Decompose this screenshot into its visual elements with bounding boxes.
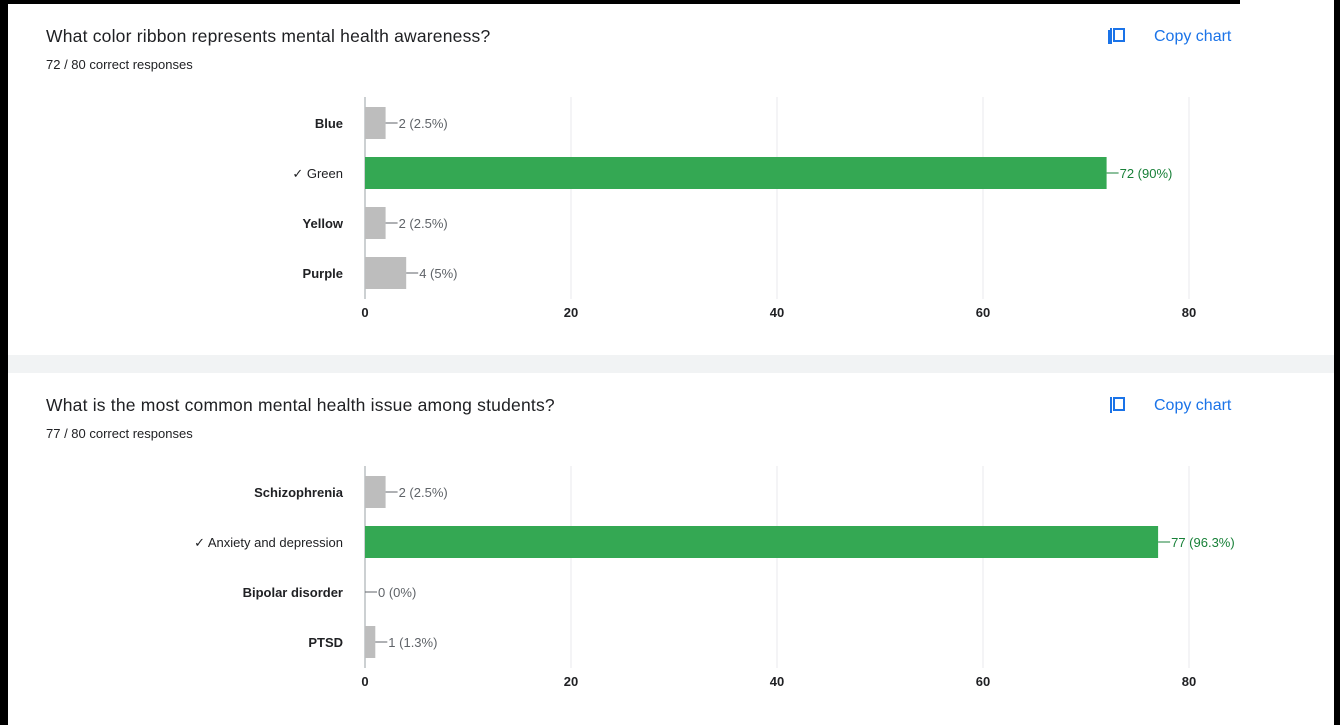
copy-chart-button[interactable]: Copy chart	[1106, 22, 1231, 52]
bar-correct[interactable]	[365, 526, 1159, 558]
correct-responses-count: 72 / 80 correct responses	[46, 57, 193, 72]
x-tick-label: 60	[976, 305, 990, 320]
copy-chart-button[interactable]: Copy chart	[1106, 391, 1231, 421]
x-tick-label: 20	[564, 305, 578, 320]
question-card-1: What color ribbon represents mental heal…	[8, 4, 1334, 355]
x-tick-label: 80	[1182, 305, 1196, 320]
x-tick-label: 0	[361, 305, 368, 320]
data-label: 0 (0%)	[378, 585, 416, 600]
data-label: 2 (2.5%)	[399, 485, 448, 500]
data-label: 72 (90%)	[1120, 166, 1173, 181]
card-separator	[8, 355, 1334, 373]
frame-right-border	[1334, 0, 1340, 725]
bar-correct[interactable]	[365, 157, 1107, 189]
bar[interactable]	[365, 476, 386, 508]
copy-icon	[1108, 28, 1125, 44]
x-tick-label: 20	[564, 674, 578, 689]
category-label: ✓ Anxiety and depression	[194, 535, 343, 550]
bar-chart: 0 20 40 60 80 Blue 2 (2.5%) ✓ Green 72 (90%) Yell…	[292, 97, 1196, 320]
x-tick-label: 60	[976, 674, 990, 689]
category-label: Bipolar disorder	[243, 585, 343, 600]
frame-left-border	[0, 0, 8, 725]
copy-icon	[1110, 397, 1125, 413]
bar-chart: 0 20 40 60 80 Schizophrenia 2 (2.5%) ✓ Anxiety …	[194, 466, 1235, 689]
category-label: Yellow	[303, 216, 344, 231]
question-title: What color ribbon represents mental heal…	[46, 26, 491, 46]
data-label: 2 (2.5%)	[399, 216, 448, 231]
category-label: ✓ Green	[292, 166, 343, 181]
question-card-2: What is the most common mental health is…	[8, 373, 1334, 725]
x-tick-label: 40	[770, 674, 784, 689]
frame-top-border	[0, 0, 1240, 4]
bar[interactable]	[365, 107, 386, 139]
data-label: 4 (5%)	[419, 266, 457, 281]
category-label: Purple	[303, 266, 343, 281]
x-tick-label: 40	[770, 305, 784, 320]
x-tick-label: 80	[1182, 674, 1196, 689]
category-label: Blue	[315, 116, 343, 131]
data-label: 77 (96.3%)	[1171, 535, 1235, 550]
category-label: Schizophrenia	[254, 485, 344, 500]
data-label: 1 (1.3%)	[388, 635, 437, 650]
data-label: 2 (2.5%)	[399, 116, 448, 131]
category-label: PTSD	[308, 635, 343, 650]
copy-chart-label: Copy chart	[1154, 28, 1232, 45]
x-tick-label: 0	[361, 674, 368, 689]
bar[interactable]	[365, 626, 376, 658]
question-title: What is the most common mental health is…	[46, 395, 555, 415]
copy-chart-label: Copy chart	[1154, 397, 1232, 414]
bar[interactable]	[365, 207, 386, 239]
bar[interactable]	[365, 257, 407, 289]
correct-responses-count: 77 / 80 correct responses	[46, 426, 193, 441]
